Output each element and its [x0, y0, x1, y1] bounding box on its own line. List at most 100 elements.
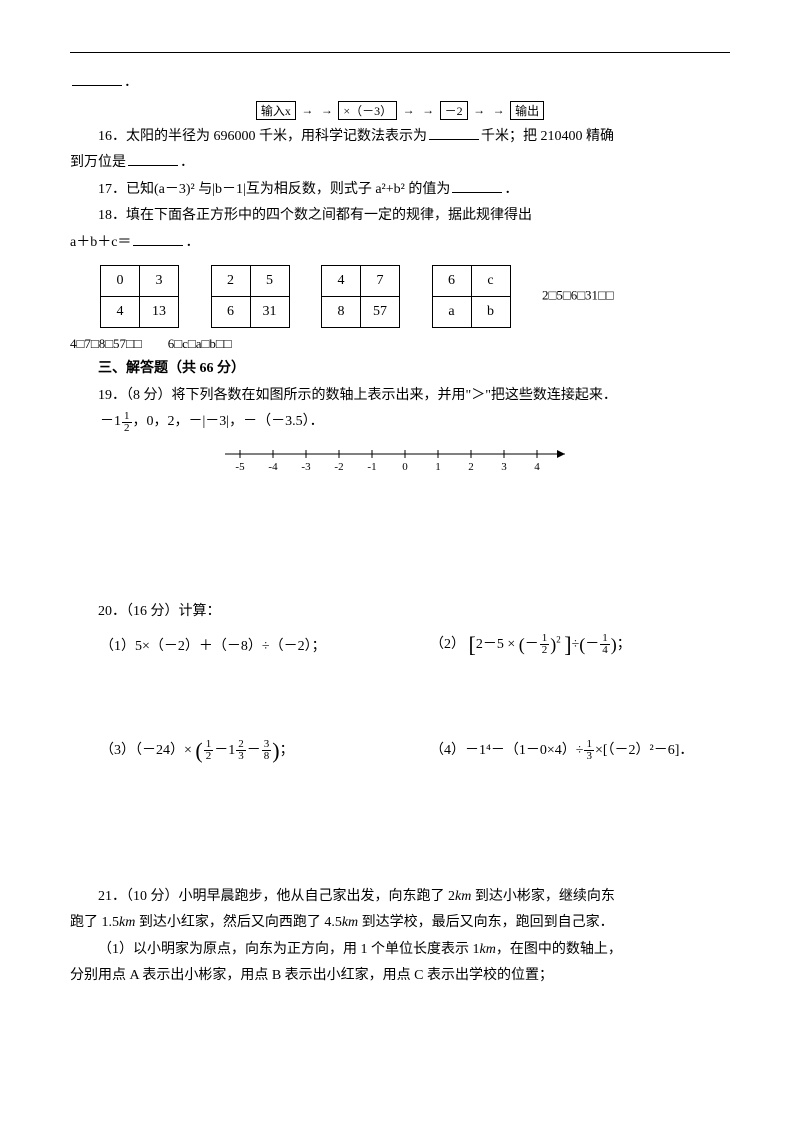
q18-line1: 18．填在下面各正方形中的四个数之间都有一定的规律，据此规律得出 — [70, 203, 730, 230]
arrow-icon: → — [493, 103, 505, 117]
table-cell: 57 — [361, 296, 400, 327]
svg-text:-4: -4 — [268, 461, 278, 473]
label: （2） — [430, 637, 465, 652]
fraction: 38 — [262, 739, 272, 762]
svg-text:2: 2 — [468, 461, 474, 473]
q20-items: （1）5×（－2）＋（－8）÷（－2）； （2） [2－5 × (－12)2 ]… — [70, 632, 730, 764]
arrow-icon: → — [301, 103, 313, 117]
table-cell: 3 — [140, 265, 179, 296]
flow-input-box: 输入x — [256, 101, 296, 120]
expr-a: －1⁴－（1－0×4）÷ — [465, 743, 583, 758]
q19-line: 19．（8 分）将下列各数在如图所示的数轴上表示出来，并用"＞"把这些数连接起来… — [70, 383, 730, 410]
label: （1） — [100, 639, 135, 654]
page-top-rule — [70, 52, 730, 53]
q20-item-2: （2） [2－5 × (－12)2 ]÷(－14)； — [400, 632, 730, 658]
q21-text-b: 跑了 1.5km 到达小红家，然后又向西跑了 4.5km 到达学校，最后又向东，… — [70, 915, 614, 930]
table-cell: 8 — [322, 296, 361, 327]
q18-label: 18． — [98, 208, 126, 223]
q20-line: 20．（16 分）计算： — [70, 599, 730, 626]
q21-text-a: 小明早晨跑步，他从自己家出发，向东跑了 2km 到达小彬家，继续向东 — [179, 889, 615, 904]
q21-label: 21．（10 分） — [98, 889, 179, 904]
svg-text:-3: -3 — [301, 461, 311, 473]
q20-item-4: （4）－1⁴－（1－0×4）÷13×[（－2）²－6]． — [400, 739, 730, 762]
q19-num-a: －1 — [100, 414, 121, 429]
table-cell: 31 — [250, 296, 289, 327]
svg-text:-1: -1 — [367, 461, 376, 473]
expr-suffix: ； — [280, 743, 294, 758]
fraction: 23 — [236, 739, 246, 762]
q18-table-1: 03413 — [100, 265, 179, 328]
blank — [133, 231, 183, 246]
arrow-icon: → — [403, 103, 415, 117]
expr-prefix: （－24）× — [135, 743, 192, 758]
q16-text-b: 千米；把 210400 精确 — [481, 129, 614, 144]
q18-line2: a＋b＋c＝． — [70, 230, 730, 257]
q20-item-3: （3）（－24）× (12－123－38)； — [70, 738, 400, 764]
q18-after: ． — [185, 235, 199, 250]
fraction: 12 — [204, 739, 214, 762]
table-cell: 5 — [250, 265, 289, 296]
arrow-icon: → — [321, 103, 333, 117]
q19-numbers: －112，0，2，－|－3|，－（－3.5）． — [70, 409, 730, 436]
table-cell: 7 — [361, 265, 400, 296]
document-page: ． 输入x → → ×（－3） → → －2 → → 输出 16．太阳的半径为 … — [0, 0, 800, 1030]
q16-line1: 16．太阳的半径为 696000 千米，用科学记数法表示为 千米；把 210400… — [70, 124, 730, 151]
q17-text: 已知(a－3)² 与|b－1|互为相反数，则式子 a²+b² 的值为 — [126, 182, 450, 197]
number-line-svg: -5-4-3-2-101234 — [220, 442, 580, 476]
arrow-icon: → — [422, 103, 434, 117]
q18-tables-row: 03413 25631 47857 6cab 2□5□6□31□□ — [100, 265, 730, 328]
fraction: 12 — [540, 633, 550, 656]
q18-fallback1: 2□5□6□31□□ — [542, 287, 614, 302]
svg-text:3: 3 — [501, 461, 507, 473]
q16-text-a: 太阳的半径为 696000 千米，用科学记数法表示为 — [126, 129, 427, 144]
svg-text:-5: -5 — [235, 461, 245, 473]
table-cell: c — [471, 265, 510, 296]
q21-sub1-a: （1）以小明家为原点，向东为正方向，用 1 个单位长度表示 1km，在图中的数轴… — [98, 942, 622, 957]
q16-line2: 到万位是． — [70, 150, 730, 177]
flow-output-box: 输出 — [510, 101, 544, 120]
expr: 5×（－2）＋（－8）÷（－2）； — [135, 639, 326, 654]
blank — [72, 71, 122, 86]
q21-line1: 21．（10 分）小明早晨跑步，他从自己家出发，向东跑了 2km 到达小彬家，继… — [70, 884, 730, 911]
blank — [452, 178, 502, 193]
table-cell: b — [471, 296, 510, 327]
q20-row-1: （1）5×（－2）＋（－8）÷（－2）； （2） [2－5 × (－12)2 ]… — [70, 632, 730, 658]
q20-text: 计算： — [179, 604, 221, 619]
blank — [429, 125, 479, 140]
q17-line: 17．已知(a－3)² 与|b－1|互为相反数，则式子 a²+b² 的值为． — [70, 177, 730, 204]
q20-label: 20．（16 分） — [98, 604, 179, 619]
q15-tail-line: ． — [70, 70, 730, 97]
svg-text:0: 0 — [402, 461, 408, 473]
flowchart: 输入x → → ×（－3） → → －2 → → 输出 — [70, 101, 730, 120]
period: ． — [124, 75, 138, 90]
q21-sub1-line2: 分别用点 A 表示出小彬家，用点 B 表示出小红家，用点 C 表示出学校的位置； — [70, 963, 730, 990]
workspace — [70, 489, 730, 599]
fraction: 14 — [600, 633, 610, 656]
flow-step2-box: －2 — [440, 101, 468, 120]
table-cell: 4 — [101, 296, 140, 327]
flow-step1-box: ×（－3） — [338, 101, 397, 120]
q20-row-2: （3）（－24）× (12－123－38)； （4）－1⁴－（1－0×4）÷13… — [70, 738, 730, 764]
q18-fallback-line2: 4□7□8□57□□ 6□c□a□b□□ — [70, 332, 730, 357]
q18-table-2: 25631 — [211, 265, 290, 328]
q16-label: 16． — [98, 129, 126, 144]
section3-heading: 三、解答题（共 66 分） — [70, 356, 730, 383]
expr-b: ×[（－2）²－6]． — [595, 743, 693, 758]
q21-sub1-line1: （1）以小明家为原点，向东为正方向，用 1 个单位长度表示 1km，在图中的数轴… — [70, 937, 730, 964]
label: （3） — [100, 743, 135, 758]
table-cell: 6 — [432, 265, 471, 296]
q19-text: 将下列各数在如图所示的数轴上表示出来，并用"＞"把这些数连接起来． — [172, 388, 617, 403]
q20-item-1: （1）5×（－2）＋（－8）÷（－2）； — [70, 635, 400, 655]
fraction: 13 — [584, 739, 594, 762]
q17-label: 17． — [98, 182, 126, 197]
q21-line2: 跑了 1.5km 到达小红家，然后又向西跑了 4.5km 到达学校，最后又向东，… — [70, 910, 730, 937]
number-line-figure: -5-4-3-2-101234 — [70, 442, 730, 481]
workspace — [70, 774, 730, 884]
table-cell: a — [432, 296, 471, 327]
svg-text:-2: -2 — [334, 461, 343, 473]
q16-text-c: 到万位是 — [70, 155, 126, 170]
table-cell: 4 — [322, 265, 361, 296]
blank — [128, 151, 178, 166]
q18-table-4: 6cab — [432, 265, 511, 328]
q18-table-3: 47857 — [321, 265, 400, 328]
